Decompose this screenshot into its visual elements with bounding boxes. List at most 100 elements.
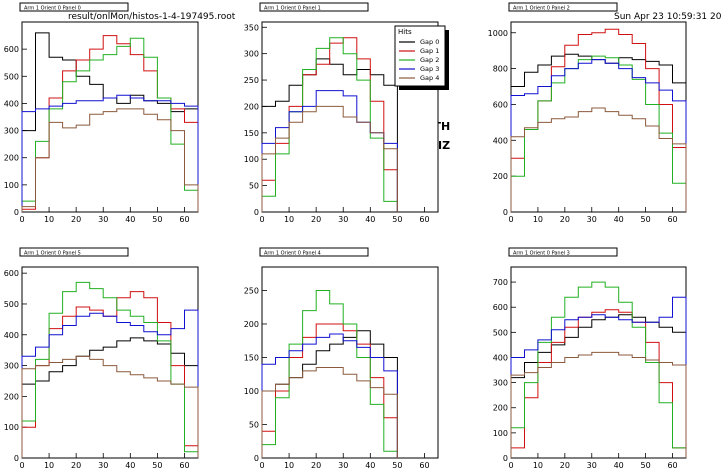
timestamp-label: Sun Apr 23 10:59:31 2006 (614, 12, 721, 22)
y-tick-label: 500 (493, 328, 508, 337)
y-tick-label: 0 (254, 208, 259, 217)
series-gap-2 (510, 55, 687, 212)
y-tick-label: 600 (4, 269, 19, 278)
x-tick-label: 0 (259, 215, 264, 224)
y-tick-label: 150 (244, 353, 259, 362)
y-tick-label: 600 (493, 303, 508, 312)
panel-title: Arm 1 Orient 0 Panel 2 (513, 6, 570, 12)
panel-title: Arm 1 Orient 0 Panel 1 (264, 6, 321, 12)
x-tick-label: 40 (365, 215, 375, 224)
panel-title-box (259, 2, 369, 12)
x-tick-label: 10 (44, 215, 54, 224)
y-tick-label: 100 (493, 429, 508, 438)
x-tick-label: 10 (284, 215, 294, 224)
x-tick-label: 50 (392, 215, 402, 224)
series-gap-1 (261, 37, 398, 212)
series-gap-2 (261, 37, 398, 212)
x-tick-label: 30 (587, 215, 597, 224)
panel-title-box (19, 2, 129, 12)
series-gap-3 (261, 333, 398, 458)
y-tick-label: 400 (493, 353, 508, 362)
series-gap-4 (510, 107, 687, 212)
panel-title-box (19, 247, 129, 257)
x-tick-label: 60 (179, 215, 189, 224)
x-tick-label: 40 (614, 461, 624, 469)
panel-title-box (508, 247, 618, 257)
x-tick-label: 40 (365, 461, 375, 469)
x-tick-label: 0 (19, 461, 24, 469)
y-tick-label: 300 (244, 50, 259, 59)
plot-frame (510, 21, 687, 213)
y-tick-label: 500 (4, 300, 19, 309)
y-tick-label: 600 (4, 45, 19, 54)
x-tick-label: 10 (533, 461, 543, 469)
x-tick-label: 50 (152, 215, 162, 224)
x-tick-label: 30 (338, 215, 348, 224)
x-tick-label: 50 (392, 461, 402, 469)
legend-title: Hits (398, 28, 412, 36)
panel-title: Arm 1 Orient 0 Panel 4 (264, 251, 321, 257)
x-tick-label: 20 (71, 215, 81, 224)
x-tick-label: 50 (152, 461, 162, 469)
x-tick-label: 60 (179, 461, 189, 469)
y-tick-label: 500 (4, 72, 19, 81)
y-tick-label: 50 (249, 182, 259, 191)
y-tick-label: 400 (493, 136, 508, 145)
y-tick-label: 100 (244, 155, 259, 164)
x-tick-label: 0 (19, 215, 24, 224)
series-gap-2 (510, 281, 687, 458)
x-tick-label: 0 (508, 215, 513, 224)
series-gap-4 (21, 355, 199, 458)
x-tick-label: 0 (259, 461, 264, 469)
y-tick-label: 1000 (488, 29, 508, 38)
y-tick-label: 600 (493, 100, 508, 109)
y-tick-label: 0 (503, 208, 508, 217)
y-tick-label: 400 (4, 99, 19, 108)
y-tick-label: 800 (493, 65, 508, 74)
y-tick-label: 0 (503, 454, 508, 463)
series-gap-4 (21, 108, 199, 212)
y-tick-label: 0 (14, 454, 19, 463)
y-tick-label: 0 (14, 208, 19, 217)
y-tick-label: 100 (4, 423, 19, 432)
y-tick-label: 200 (4, 392, 19, 401)
x-tick-label: 20 (560, 461, 570, 469)
x-tick-label: 40 (125, 461, 135, 469)
y-tick-label: 50 (249, 420, 259, 429)
legend-entry: Gap 2 (420, 56, 439, 64)
series-gap-4 (510, 351, 687, 458)
legend-entry: Gap 4 (420, 74, 439, 82)
x-tick-label: 10 (44, 461, 54, 469)
panel-title-box (259, 247, 369, 257)
x-tick-label: 10 (284, 461, 294, 469)
y-tick-label: 100 (244, 387, 259, 396)
x-tick-label: 0 (508, 461, 513, 469)
y-tick-label: 300 (4, 362, 19, 371)
plot-frame (21, 266, 199, 459)
series-gap-3 (510, 296, 687, 458)
panel-title-box (508, 2, 618, 12)
x-tick-label: 50 (641, 215, 651, 224)
x-tick-label: 20 (311, 461, 321, 469)
plot-frame (261, 266, 439, 459)
y-tick-label: 150 (244, 129, 259, 138)
x-tick-label: 60 (667, 215, 677, 224)
legend-entry: Gap 0 (420, 38, 439, 46)
y-tick-label: 0 (254, 454, 259, 463)
y-tick-label: 350 (244, 23, 259, 32)
series-gap-4 (261, 367, 398, 458)
y-tick-label: 300 (4, 127, 19, 136)
series-gap-3 (510, 59, 687, 212)
y-tick-label: 200 (244, 102, 259, 111)
panel-title: Arm 1 Orient 0 Panel 5 (24, 251, 81, 257)
panel-title: Arm 1 Orient 0 Panel 3 (513, 251, 570, 257)
series-gap-3 (21, 309, 199, 458)
y-tick-label: 700 (493, 278, 508, 287)
x-tick-label: 30 (338, 461, 348, 469)
x-tick-label: 40 (614, 215, 624, 224)
panel-title: Arm 1 Orient 0 Panel 0 (24, 6, 81, 12)
series-gap-4 (261, 105, 398, 212)
x-tick-label: 10 (533, 215, 543, 224)
y-tick-label: 100 (4, 181, 19, 190)
y-tick-label: 200 (4, 154, 19, 163)
